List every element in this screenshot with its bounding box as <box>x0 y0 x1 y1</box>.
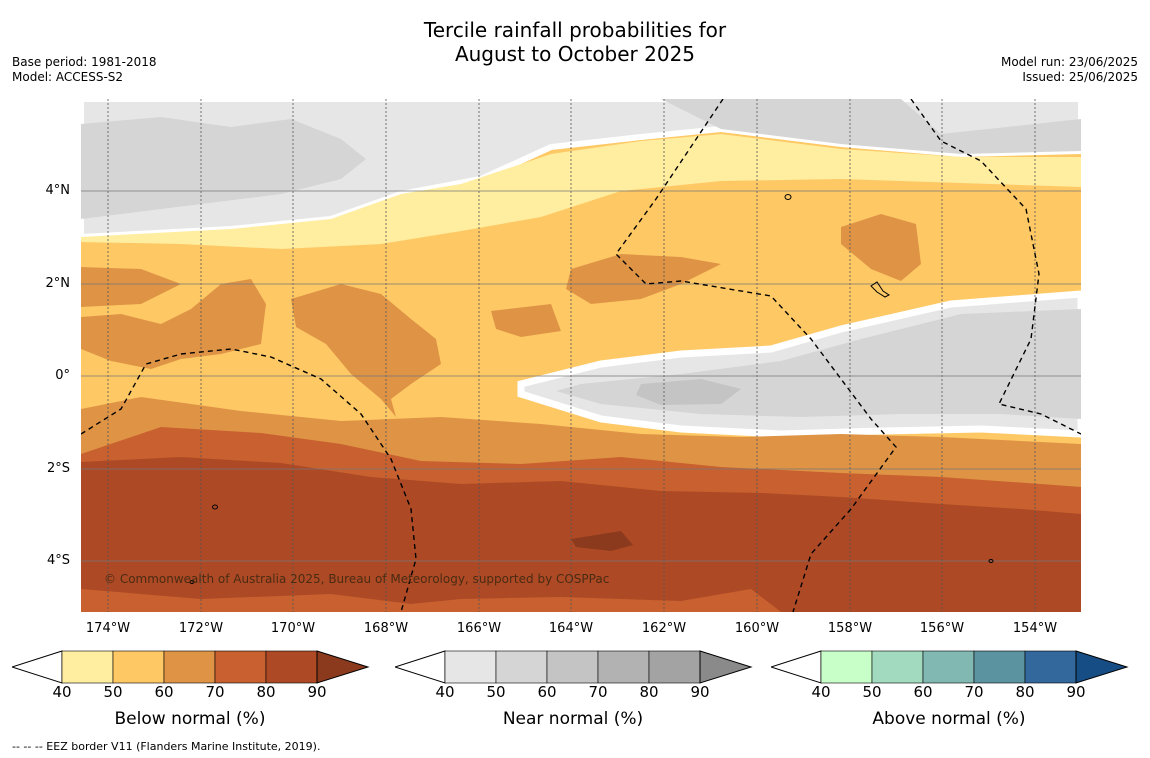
below-normal-60-patch-f <box>841 214 921 281</box>
below-normal-60-patch-e <box>491 304 561 337</box>
colorbar-swatch <box>597 650 650 684</box>
colorbar-low-extend <box>12 650 63 684</box>
colorbar-swatch <box>1024 650 1077 684</box>
model-run: Model run: 23/06/2025 <box>1000 55 1138 69</box>
lat-label: 2°N <box>45 276 71 291</box>
lon-label: 174°W <box>85 621 131 636</box>
model-name: Model: ACCESS-S2 <box>12 70 124 84</box>
colorbar-high-extend <box>1075 650 1129 684</box>
colorbar-tick: 50 <box>862 683 882 701</box>
near-normal-colorbar <box>395 650 753 684</box>
lat-label: 4°S <box>46 553 70 568</box>
below-normal-60-patch-c <box>291 284 441 417</box>
colorbar-swatch <box>214 650 267 684</box>
colorbar-swatch <box>922 650 975 684</box>
title-line-2: August to October 2025 <box>454 42 696 66</box>
colorbar-tick: 70 <box>964 683 984 701</box>
below-normal-60-patch-a <box>81 267 181 307</box>
below-normal-90-patch <box>571 531 633 551</box>
below-normal-60-patch-d <box>566 254 721 304</box>
below-normal-colorbar <box>12 650 370 684</box>
above-normal-title: Above normal (%) <box>872 709 1026 729</box>
lon-label: 154°W <box>1012 621 1058 636</box>
lon-label: 160°W <box>734 621 780 636</box>
lon-label: 166°W <box>456 621 502 636</box>
lon-label: 172°W <box>178 621 224 636</box>
colorbar-low-extend <box>771 650 822 684</box>
lon-label: 170°W <box>270 621 316 636</box>
below-normal-70-south-edge <box>81 589 781 612</box>
colorbar-tick: 40 <box>52 683 72 701</box>
meta-right: Model run: 23/06/2025 Issued: 25/06/2025 <box>1001 55 1138 85</box>
colorbar-swatch <box>112 650 165 684</box>
lon-label: 168°W <box>363 621 409 636</box>
colorbar-tick: 90 <box>690 683 710 701</box>
near-normal-50-north-east <box>661 99 1081 154</box>
colorbar-swatch <box>444 650 497 684</box>
title-line-1: Tercile rainfall probabilities for <box>423 18 727 42</box>
issued-date: Issued: 25/06/2025 <box>1022 70 1138 84</box>
probability-map <box>81 99 1081 612</box>
colorbar-tick: 80 <box>639 683 659 701</box>
colorbar-tick: 80 <box>256 683 276 701</box>
colorbar-tick: 80 <box>1015 683 1035 701</box>
colorbar-tick: 40 <box>811 683 831 701</box>
lon-label: 158°W <box>827 621 873 636</box>
meta-left: Base period: 1981-2018 Model: ACCESS-S2 <box>12 55 157 85</box>
lon-label: 162°W <box>641 621 687 636</box>
below-normal-40-band <box>81 134 1081 249</box>
colorbar-low-extend <box>395 650 446 684</box>
below-normal-80-south-band <box>81 457 1081 612</box>
colorbar-swatch <box>163 650 216 684</box>
parallel-gridlines <box>81 190 1081 562</box>
colorbar-swatch <box>973 650 1026 684</box>
colorbar-swatch <box>546 650 599 684</box>
colorbar-tick: 60 <box>913 683 933 701</box>
colorbar-tick: 60 <box>154 683 174 701</box>
colorbar-tick: 70 <box>588 683 608 701</box>
below-normal-title: Below normal (%) <box>114 709 266 729</box>
colorbar-swatch <box>265 650 318 684</box>
near-normal-60-equatorial <box>636 379 741 405</box>
lon-label: 164°W <box>548 621 594 636</box>
eez-footnote: -- -- -- EEZ border V11 (Flanders Marine… <box>12 740 321 753</box>
colorbar-swatch <box>648 650 701 684</box>
meridian-gridlines <box>107 99 1036 612</box>
near-normal-title: Near normal (%) <box>502 709 644 729</box>
colorbar-tick: 50 <box>486 683 506 701</box>
copyright-notice: © Commonwealth of Australia 2025, Bureau… <box>104 572 610 586</box>
near-normal-50-north-west <box>81 117 366 219</box>
colorbar-tick: 90 <box>1066 683 1086 701</box>
lon-label: 156°W <box>919 621 965 636</box>
eez-borders <box>81 99 1081 612</box>
colorbar-tick: 90 <box>307 683 327 701</box>
map-title: Tercile rainfall probabilities for Augus… <box>0 18 1150 66</box>
lat-label: 2°S <box>46 461 70 476</box>
lat-label: 4°N <box>45 183 71 198</box>
colorbar-swatch <box>820 650 873 684</box>
lat-label: 0° <box>55 368 70 383</box>
colorbar-tick: 60 <box>537 683 557 701</box>
base-period: Base period: 1981-2018 <box>12 55 157 69</box>
colorbar-tick: 50 <box>103 683 123 701</box>
colorbar-high-extend <box>316 650 370 684</box>
above-normal-colorbar <box>771 650 1129 684</box>
island-outlines <box>189 194 994 584</box>
colorbar-swatch <box>871 650 924 684</box>
colorbar-swatch <box>495 650 548 684</box>
colorbar-swatch <box>61 650 114 684</box>
below-normal-60-patch-b <box>81 279 266 369</box>
colorbar-high-extend <box>699 650 753 684</box>
colorbar-tick: 70 <box>205 683 225 701</box>
colorbar-tick: 40 <box>435 683 455 701</box>
